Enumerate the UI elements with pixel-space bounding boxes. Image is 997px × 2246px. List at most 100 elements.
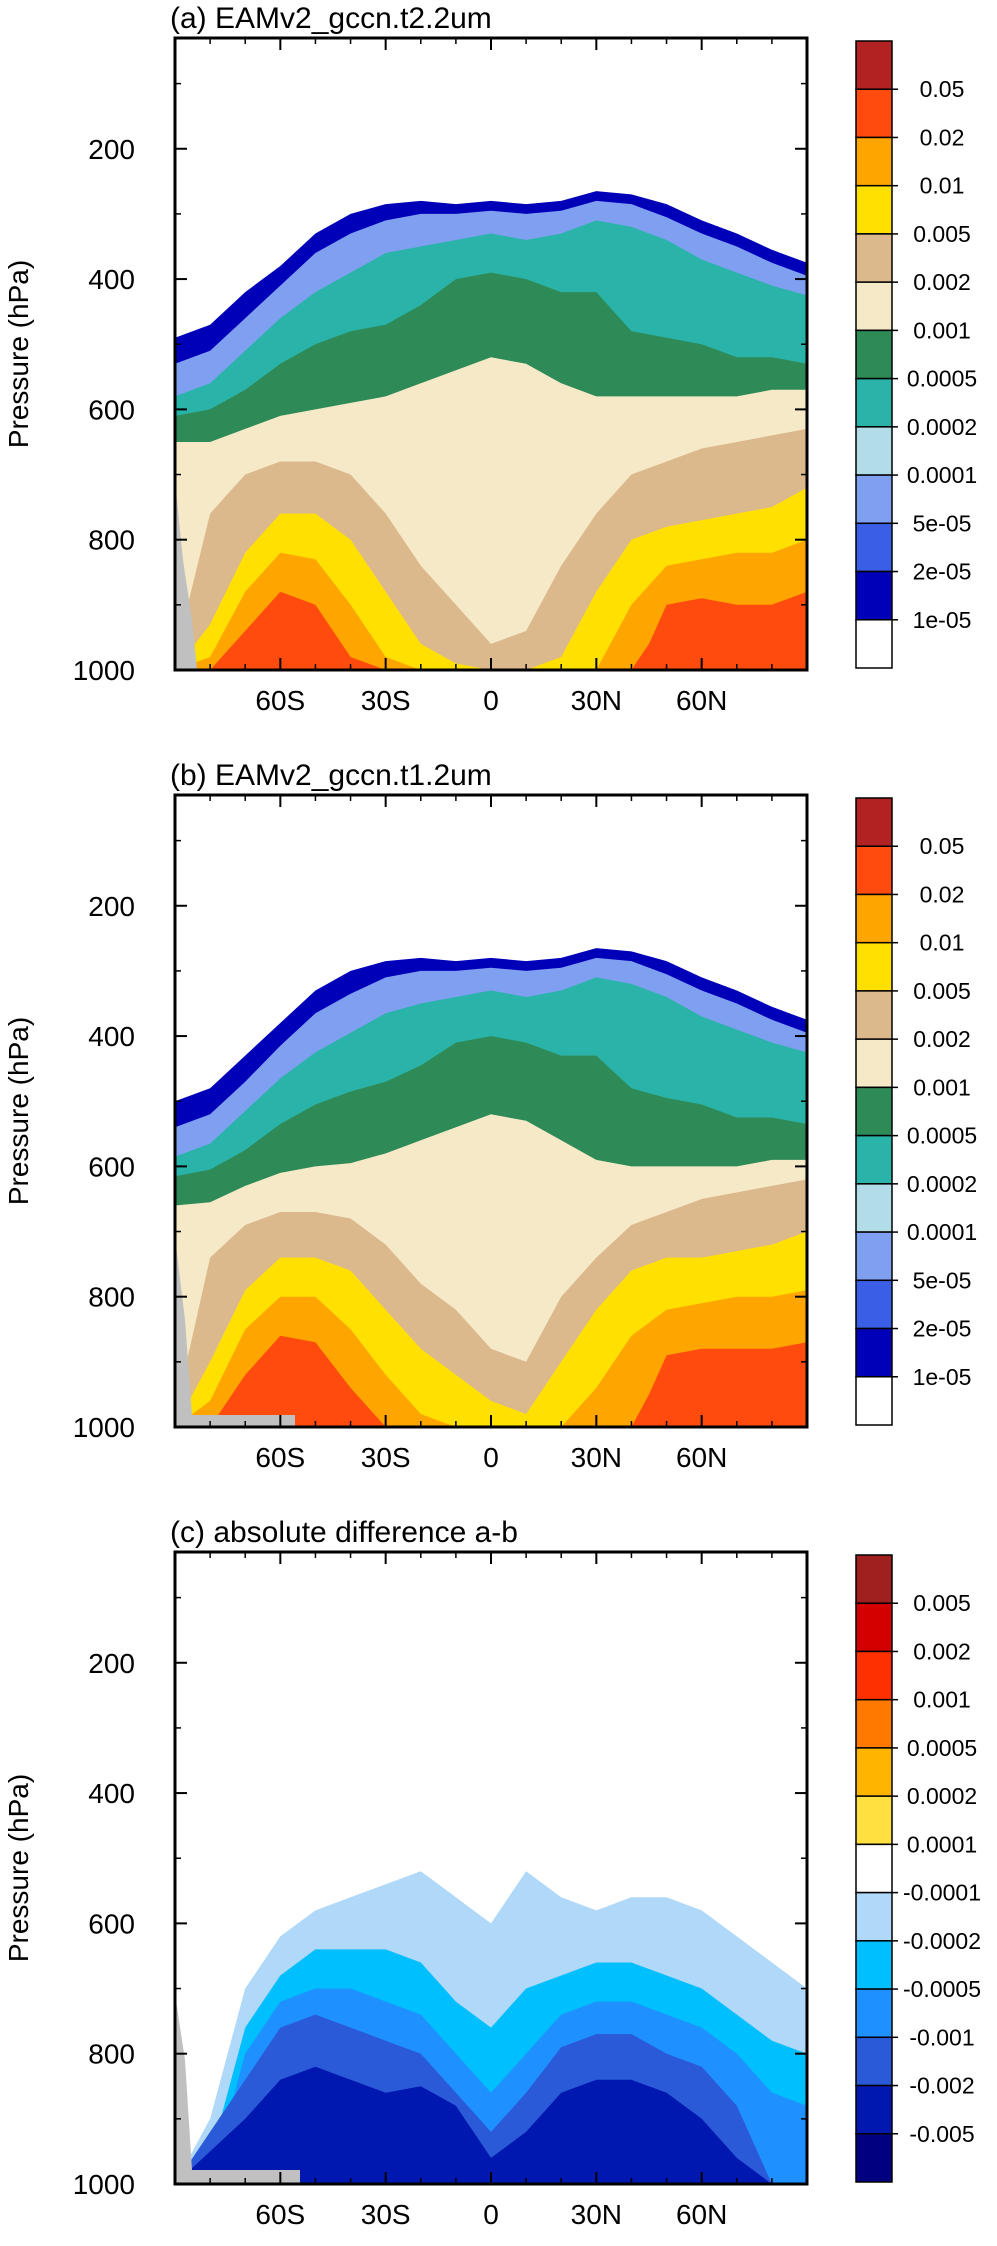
colorbar-label: 0.005: [913, 221, 971, 247]
panel-b: (b) EAMv2_gccn.t1.2um Pressure (hPa) 60S…: [3, 759, 977, 1473]
colorbar-label: 1e-05: [913, 1364, 972, 1390]
y-tick-label: 800: [88, 1282, 135, 1313]
y-tick-label: 600: [88, 1908, 135, 1939]
colorbar-swatch: [855, 377, 893, 428]
axis-ticks: 60S 30S 0 30N 60N 200 400 600 800 1000: [73, 1552, 807, 2230]
colorbar-swatch: [855, 1376, 893, 1426]
colorbar-label: -0.001: [909, 2024, 974, 2050]
colorbar-label: 2e-05: [913, 1316, 972, 1342]
y-axis-label: Pressure (hPa): [3, 1017, 34, 1205]
y-tick-label: 800: [88, 2039, 135, 2070]
y-tick-label: 600: [88, 394, 135, 425]
contour-band-4: [175, 2066, 807, 2184]
y-tick-label: 1000: [73, 1412, 135, 1443]
colorbar-label: 1e-05: [913, 607, 972, 633]
axis-ticks: 60S 30S 0 30N 60N 200 400 600 800 1000: [73, 795, 807, 1473]
colorbar: 0.05 0.02 0.01 0.005 0.002 0.001 0.0005 0.0002 0…: [855, 797, 977, 1426]
colorbar-label: 0.001: [913, 1687, 971, 1713]
colorbar-swatch: [855, 570, 893, 621]
colorbar-label: 0.01: [920, 173, 965, 199]
colorbar-label: 0.0005: [907, 1735, 977, 1761]
colorbar-label: 0.0001: [907, 1831, 977, 1857]
colorbar-label: 0.0005: [907, 366, 977, 392]
colorbar-label: 0.002: [913, 1026, 971, 1052]
colorbar-swatch: [855, 990, 893, 1040]
y-tick-label: 1000: [73, 655, 135, 686]
colorbar-swatch: [855, 941, 893, 992]
colorbar-label: -0.0001: [903, 1880, 981, 1906]
colorbar-swatch: [855, 893, 893, 944]
colorbar-swatch: [855, 1183, 893, 1233]
colorbar-swatch: [855, 40, 893, 90]
y-axis-label: Pressure (hPa): [3, 260, 34, 448]
colorbar-label: 0.05: [920, 833, 965, 859]
colorbar-label: 0.0001: [907, 462, 977, 488]
panel-a: (a) EAMv2_gccn.t2.2um Pressure (hPa) 60S…: [3, 2, 977, 716]
colorbar-swatch: [855, 1843, 893, 1894]
x-tick-label: 60S: [255, 2199, 305, 2230]
colorbar-label: 5e-05: [913, 510, 972, 536]
contour-band-8: [175, 591, 807, 670]
colorbar-swatch: [855, 1795, 893, 1846]
x-tick-label: 30S: [361, 2199, 411, 2230]
colorbar-swatch: [855, 1327, 893, 1378]
colorbar-label: -0.0005: [903, 1976, 981, 2002]
colorbar-label: 0.0002: [907, 1783, 977, 1809]
colorbar-swatch: [855, 1747, 893, 1797]
y-tick-label: 400: [88, 1778, 135, 1809]
x-tick-label: 30N: [571, 685, 622, 716]
x-tick-label: 30N: [571, 1442, 622, 1473]
x-tick-label: 0: [483, 2199, 499, 2230]
x-tick-label: 30N: [571, 2199, 622, 2230]
colorbar-swatch: [855, 1940, 893, 1990]
y-tick-label: 200: [88, 891, 135, 922]
colorbar-label: 0.005: [913, 1590, 971, 1616]
colorbar-swatch: [855, 1086, 893, 1137]
colorbar-swatch: [855, 1554, 893, 1604]
y-tick-label: 400: [88, 1021, 135, 1052]
x-tick-label: 0: [483, 685, 499, 716]
colorbar-swatch: [855, 1134, 893, 1185]
colorbar-label: 0.002: [913, 1638, 971, 1664]
panel-title: (c) absolute difference a-b: [170, 1516, 518, 1549]
missing-data-region: [175, 1237, 295, 1427]
x-tick-label: 60N: [676, 1442, 727, 1473]
colorbar-label: 5e-05: [913, 1267, 972, 1293]
y-tick-label: 1000: [73, 2169, 135, 2200]
panel-title: (a) EAMv2_gccn.t2.2um: [170, 2, 492, 35]
missing-data-region: [175, 1994, 300, 2184]
colorbar-label: -0.002: [909, 2073, 974, 2099]
colorbar-label: 0.0005: [907, 1123, 977, 1149]
colorbar-swatch: [855, 2084, 893, 2135]
x-tick-label: 60N: [676, 685, 727, 716]
colorbar-swatch: [855, 426, 893, 476]
y-tick-label: 600: [88, 1151, 135, 1182]
colorbar-swatch: [855, 88, 893, 139]
x-tick-label: 60N: [676, 2199, 727, 2230]
colorbar-swatch: [855, 1891, 893, 1942]
colorbar-swatch: [855, 474, 893, 525]
colorbar-swatch: [855, 797, 893, 847]
colorbar-label: 0.05: [920, 76, 965, 102]
colorbar-swatch: [855, 184, 893, 235]
colorbar-swatch: [855, 1279, 893, 1330]
colorbar-swatch: [855, 1602, 893, 1653]
colorbar-label: 0.0002: [907, 1171, 977, 1197]
missing-data-region: [175, 480, 197, 670]
colorbar-swatch: [855, 1650, 893, 1701]
contour-bands: [175, 1871, 807, 2184]
y-tick-label: 200: [88, 134, 135, 165]
panel-c: (c) absolute difference a-b Pressure (hP…: [3, 1516, 981, 2230]
colorbar-label: -0.0002: [903, 1928, 981, 1954]
colorbar-label: 0.02: [920, 124, 965, 150]
colorbar: 0.005 0.002 0.001 0.0005 0.0002 0.0001 -0.0001…: [855, 1554, 981, 2183]
axis-ticks: 60S 30S 0 30N 60N 200 400 600 800 1000: [73, 38, 807, 716]
colorbar-swatch: [855, 1038, 893, 1089]
y-tick-label: 200: [88, 1648, 135, 1679]
colorbar: 0.05 0.02 0.01 0.005 0.002 0.001 0.0005 0.0002 0…: [855, 40, 977, 669]
colorbar-label: 0.001: [913, 317, 971, 343]
colorbar-swatch: [855, 2133, 893, 2183]
y-axis-label: Pressure (hPa): [3, 1774, 34, 1962]
x-tick-label: 60S: [255, 685, 305, 716]
